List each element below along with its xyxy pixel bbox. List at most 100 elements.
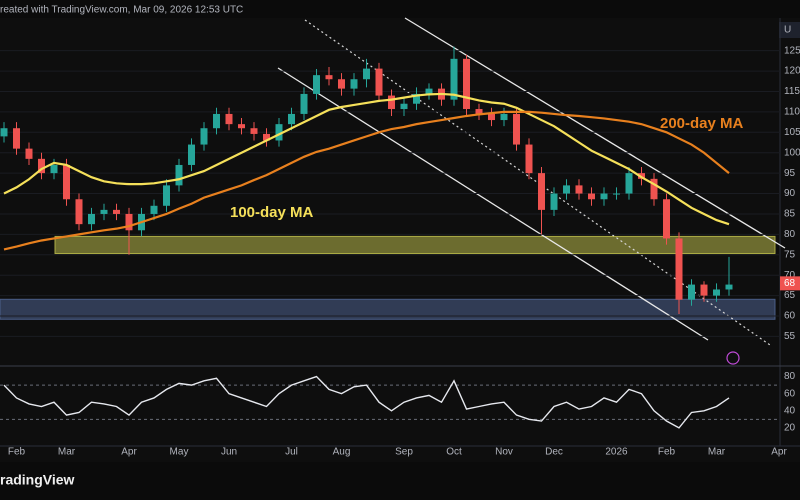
- candle-body: [475, 109, 483, 114]
- candle-body: [525, 144, 533, 174]
- x-tick-label: May: [170, 447, 189, 458]
- x-tick-label: Oct: [446, 447, 462, 458]
- rsi-tick-label: 40: [784, 405, 796, 416]
- candle-body: [613, 193, 620, 195]
- y-tick-label: 85: [784, 209, 796, 220]
- rsi-line: [3, 375, 730, 429]
- candle-body: [325, 75, 333, 80]
- candle-body: [500, 113, 508, 121]
- x-tick-label: Apr: [121, 447, 137, 458]
- candle-body: [663, 199, 670, 239]
- alert-icon: [726, 351, 740, 365]
- rsi-tick-label: 60: [784, 388, 796, 399]
- candle-body: [200, 128, 208, 145]
- x-tick-label: 2026: [605, 447, 628, 458]
- y-tick-label: 125: [784, 45, 800, 56]
- y-tick-label: 110: [784, 107, 800, 118]
- ma-line: [3, 110, 730, 251]
- candle-body: [575, 185, 583, 194]
- candle-body: [713, 289, 720, 296]
- candle-body: [625, 173, 633, 194]
- channel-mid: [304, 19, 771, 346]
- candle-body: [650, 178, 658, 200]
- x-tick-label: Mar: [58, 447, 76, 458]
- candle-body: [513, 113, 520, 145]
- candle-body: [375, 68, 383, 96]
- axis-unit: U: [784, 25, 791, 36]
- x-tick-label: Jul: [285, 447, 298, 458]
- candle-body: [600, 193, 608, 200]
- last-price-tag: [780, 276, 800, 291]
- candle-body: [563, 185, 570, 194]
- candle-body: [150, 205, 158, 214]
- bottom-bar: [0, 462, 800, 500]
- candle-body: [700, 284, 708, 296]
- x-tick-label: Jun: [221, 447, 237, 458]
- y-tick-label: 90: [784, 188, 796, 199]
- candle-body: [488, 113, 495, 121]
- y-tick-label: 105: [784, 127, 800, 138]
- candle-body: [313, 75, 320, 94]
- candle-body: [413, 93, 420, 104]
- candle-body: [363, 68, 370, 80]
- rsi-tick-label: 20: [784, 423, 796, 434]
- candle-body: [13, 128, 20, 149]
- y-tick-label: 65: [784, 290, 796, 301]
- candle-body: [538, 173, 545, 210]
- y-tick-label: 70: [784, 270, 796, 281]
- y-tick-label: 95: [784, 168, 796, 179]
- candle-body: [38, 158, 45, 174]
- y-tick-label: 75: [784, 249, 796, 260]
- candle-body: [550, 193, 558, 210]
- candle-body: [300, 93, 308, 114]
- candle-body: [213, 113, 220, 129]
- candle-body: [238, 124, 245, 129]
- candle-body: [425, 88, 433, 94]
- zone: [0, 298, 776, 320]
- candle-body: [225, 113, 233, 125]
- x-tick-label: Sep: [395, 447, 413, 458]
- candle-body: [450, 58, 458, 100]
- candle-body: [588, 193, 595, 200]
- candle-body: [263, 133, 270, 141]
- candle-body: [125, 213, 133, 231]
- x-tick-label: Mar: [708, 447, 726, 458]
- x-tick-label: Dec: [545, 447, 563, 458]
- candle-body: [50, 164, 58, 174]
- rsi-tick-label: 80: [784, 371, 796, 382]
- x-tick-label: Nov: [495, 447, 513, 458]
- x-tick-label: Feb: [8, 447, 26, 458]
- candle-body: [113, 209, 120, 214]
- candle-body: [63, 164, 70, 200]
- footer-logo: radingView: [0, 472, 75, 488]
- candle-body: [463, 58, 470, 110]
- ma-line: [3, 92, 730, 226]
- y-tick-label: 60: [784, 311, 796, 322]
- ma-label: 100-day MA: [230, 204, 314, 221]
- x-tick-label: Apr: [771, 447, 787, 458]
- candle-body: [188, 144, 195, 165]
- candle-body: [0, 128, 8, 137]
- candle-body: [688, 284, 695, 300]
- candle-body: [163, 185, 170, 206]
- candle-body: [175, 164, 183, 186]
- candle-body: [675, 238, 683, 300]
- y-tick-label: 120: [784, 66, 800, 77]
- last-price-label: 68: [784, 278, 796, 289]
- x-tick-label: Aug: [333, 447, 351, 458]
- y-tick-label: 80: [784, 229, 796, 240]
- candle-body: [75, 199, 83, 225]
- y-tick-label: 55: [784, 331, 796, 342]
- candle-body: [288, 113, 295, 125]
- candle-body: [350, 79, 358, 89]
- candle-body: [88, 213, 95, 225]
- candle-body: [388, 95, 395, 110]
- zone: [54, 235, 776, 255]
- candle-body: [338, 79, 345, 89]
- candle-body: [275, 124, 283, 141]
- top-bar: [0, 0, 800, 18]
- y-tick-label: 115: [784, 86, 800, 97]
- candle-body: [100, 209, 108, 214]
